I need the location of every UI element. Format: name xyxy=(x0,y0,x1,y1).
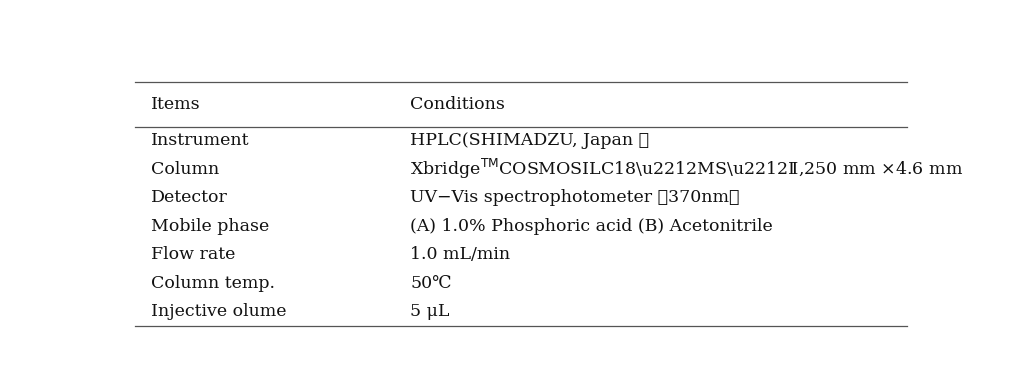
Text: Column temp.: Column temp. xyxy=(150,274,274,291)
Text: 5 μL: 5 μL xyxy=(410,303,450,320)
Text: UV−Vis spectrophotometer （370nm）: UV−Vis spectrophotometer （370nm） xyxy=(410,189,740,206)
Text: Flow rate: Flow rate xyxy=(150,246,235,263)
Text: Detector: Detector xyxy=(150,189,228,206)
Text: HPLC(SHIMADZU, Japan ）: HPLC(SHIMADZU, Japan ） xyxy=(410,132,649,149)
Text: 1.0 mL/min: 1.0 mL/min xyxy=(410,246,511,263)
Text: Conditions: Conditions xyxy=(410,96,505,113)
Text: 50℃: 50℃ xyxy=(410,274,452,291)
Text: Items: Items xyxy=(150,96,200,113)
Text: Instrument: Instrument xyxy=(150,132,249,149)
Text: Mobile phase: Mobile phase xyxy=(150,218,269,235)
Text: Xbridge$^{\rm TM}$COSMOSILC18\u2212MS\u2212Ⅱ,250 mm ×4.6 mm: Xbridge$^{\rm TM}$COSMOSILC18\u2212MS\u2… xyxy=(410,157,963,181)
Text: Injective olume: Injective olume xyxy=(150,303,287,320)
Text: Column: Column xyxy=(150,161,218,178)
Text: (A) 1.0% Phosphoric acid (B) Acetonitrile: (A) 1.0% Phosphoric acid (B) Acetonitril… xyxy=(410,218,773,235)
